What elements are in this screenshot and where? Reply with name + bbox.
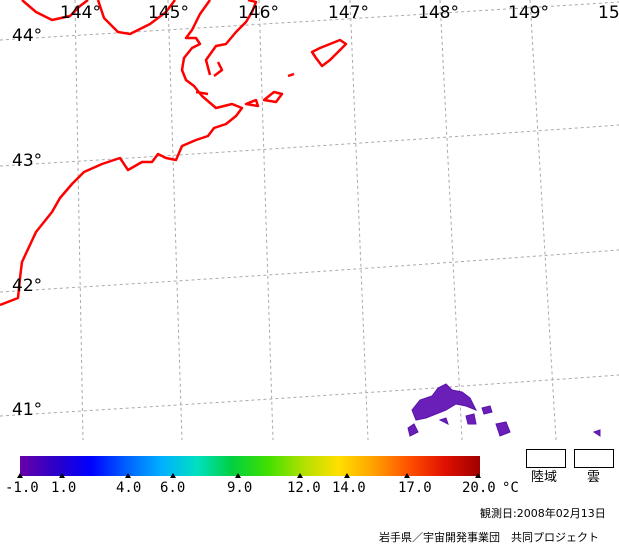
coast-shikotan-1 bbox=[244, 98, 260, 108]
color-bar-tick-mark bbox=[125, 473, 131, 478]
sst-patch-7 bbox=[438, 417, 449, 425]
credit-line: 岩手県／宇宙開発事業団 共同プロジェクト bbox=[379, 531, 599, 544]
tick-label: 12.0 bbox=[287, 480, 321, 496]
sst-patch-4 bbox=[465, 413, 477, 425]
latitude-grid-lines bbox=[0, 1, 619, 417]
color-bar-tick-mark bbox=[404, 473, 410, 478]
sst-patch-main bbox=[411, 383, 478, 421]
meridian-149 bbox=[529, 0, 557, 440]
latitude-label-43: 43° bbox=[12, 151, 43, 171]
meridian-146 bbox=[258, 0, 274, 440]
tick-label: 1.0 bbox=[51, 480, 77, 496]
sea-surface-temperature-map bbox=[0, 0, 619, 440]
tick-label: 6.0 bbox=[160, 480, 186, 496]
coast-hokkaido-north bbox=[21, 0, 89, 22]
tick-label: 9.0 bbox=[227, 480, 253, 496]
latitude-label-42: 42° bbox=[12, 276, 43, 296]
meridian-147 bbox=[349, 0, 369, 440]
unit-label: °C bbox=[502, 480, 519, 496]
coast-kunashiri bbox=[204, 0, 258, 76]
color-bar-tick-mark bbox=[170, 473, 176, 478]
cloud-swatch bbox=[574, 449, 614, 468]
tick-label: 20.0 bbox=[462, 480, 496, 496]
coast-kunashiri-west bbox=[213, 61, 224, 77]
longitude-grid-lines bbox=[74, 0, 557, 440]
tick-label: 4.0 bbox=[116, 480, 142, 496]
latitude-label-44: 44° bbox=[12, 26, 43, 46]
parallel-43 bbox=[0, 124, 619, 167]
temperature-color-bar bbox=[20, 456, 480, 476]
parallel-41 bbox=[0, 374, 619, 417]
longitude-label-146: 146° bbox=[238, 3, 279, 23]
coast-hokkaido-east bbox=[0, 0, 244, 307]
sst-data-patches bbox=[407, 383, 601, 437]
coast-iturup bbox=[310, 38, 348, 68]
coast-islet-1 bbox=[195, 90, 209, 96]
coastline bbox=[0, 0, 348, 307]
latitude-label-41: 41° bbox=[12, 400, 43, 420]
color-bar-tick-mark bbox=[475, 473, 481, 478]
meridian-144 bbox=[74, 0, 84, 440]
longitude-label-145: 145° bbox=[148, 3, 189, 23]
color-bar-tick-mark bbox=[17, 473, 23, 478]
land-swatch bbox=[526, 449, 566, 468]
sst-patch-5 bbox=[495, 421, 511, 437]
color-bar-tick-mark bbox=[59, 473, 65, 478]
parallel-42 bbox=[0, 249, 619, 293]
parallel-44 bbox=[0, 1, 619, 41]
meridian-145 bbox=[167, 0, 183, 440]
sst-patch-6 bbox=[592, 429, 601, 437]
tick-label: 17.0 bbox=[398, 480, 432, 496]
land-label: 陸域 bbox=[531, 470, 558, 485]
color-bar-tick-mark bbox=[344, 473, 350, 478]
observation-date: 観測日:2008年02月13日 bbox=[480, 507, 606, 520]
coast-nemuro bbox=[96, 0, 176, 36]
sst-patch-3 bbox=[481, 405, 493, 415]
color-bar-tick-mark bbox=[235, 473, 241, 478]
sst-patch-2 bbox=[407, 423, 419, 437]
longitude-label-144: 144° bbox=[60, 3, 101, 23]
color-bar-tick-mark bbox=[297, 473, 303, 478]
longitude-label-148: 148° bbox=[418, 3, 459, 23]
meridian-148 bbox=[439, 0, 463, 440]
coast-shikotan-2 bbox=[262, 90, 284, 104]
coast-islet-2 bbox=[287, 72, 295, 78]
tick-label: 14.0 bbox=[332, 480, 366, 496]
tick-label: -1.0 bbox=[5, 480, 39, 496]
longitude-label-149: 149° bbox=[508, 3, 549, 23]
longitude-label-147: 147° bbox=[328, 3, 369, 23]
longitude-label-150: 15 bbox=[598, 3, 619, 23]
cloud-label: 雲 bbox=[587, 470, 601, 485]
